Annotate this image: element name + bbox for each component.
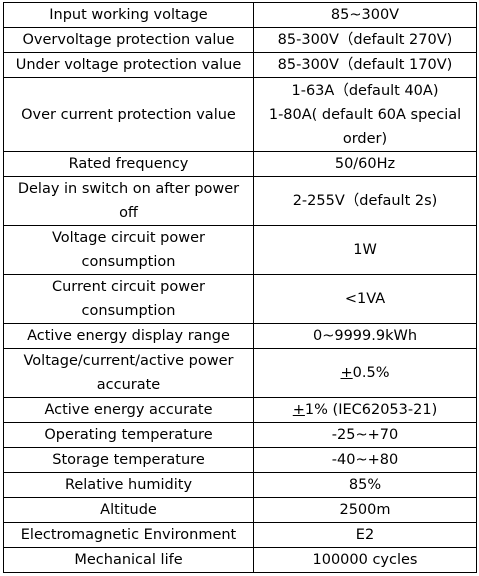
param-text: Active energy display range <box>27 328 230 344</box>
value-cell: 0~9999.9kWh <box>253 323 477 349</box>
table-row: Storage temperature -40~+80 <box>3 447 477 473</box>
value-text: 1W <box>353 242 377 258</box>
table-row: Relative humidity 85% <box>3 472 477 498</box>
value-text: 85-300V（default 170V) <box>277 57 453 73</box>
table-row: Active energy accurate +1% (IEC62053-21) <box>3 397 477 423</box>
table-row: Rated frequency 50/60Hz <box>3 151 477 177</box>
param-text: Relative humidity <box>64 477 193 493</box>
param-text: accurate <box>96 377 161 393</box>
param-text: Voltage circuit power <box>52 230 205 246</box>
value-text: -40~+80 <box>331 452 399 468</box>
param-text: Under voltage protection value <box>15 57 242 73</box>
table-row: Altitude 2500m <box>3 497 477 523</box>
value-text: -25~+70 <box>331 427 399 443</box>
value-text: E2 <box>355 527 375 543</box>
value-cell: 50/60Hz <box>253 151 477 177</box>
value-text: 0~9999.9kWh <box>312 328 418 344</box>
value-cell: 100000 cycles <box>253 547 477 573</box>
value-text: 50/60Hz <box>334 156 396 172</box>
param-cell: Under voltage protection value <box>3 52 254 78</box>
table-row: Delay in switch on after power off 2-255… <box>3 176 477 226</box>
value-text: 85-300V（default 270V) <box>277 32 453 48</box>
param-text: Mechanical life <box>74 552 183 568</box>
param-cell: Delay in switch on after power off <box>3 176 254 226</box>
value-text: 0.5% <box>352 365 390 381</box>
param-text: Over current protection value <box>21 106 236 123</box>
table-row: Mechanical life 100000 cycles <box>3 547 477 573</box>
value-text: 100000 cycles <box>312 552 418 568</box>
value-text: order) <box>342 130 388 147</box>
param-cell: Relative humidity <box>3 472 254 498</box>
table-row: Electromagnetic Environment E2 <box>3 522 477 548</box>
value-cell: -25~+70 <box>253 422 477 448</box>
table-row: Overvoltage protection value 85-300V（def… <box>3 27 477 53</box>
param-text: Delay in switch on after power <box>17 181 240 197</box>
param-cell: Active energy accurate <box>3 397 254 423</box>
table-row: Current circuit power consumption <1VA <box>3 274 477 324</box>
param-text: Overvoltage protection value <box>22 32 235 48</box>
param-cell: Altitude <box>3 497 254 523</box>
param-text: Input working voltage <box>49 7 208 23</box>
param-cell: Overvoltage protection value <box>3 27 254 53</box>
table-row: Under voltage protection value 85-300V（d… <box>3 52 477 78</box>
param-cell: Voltage/current/active power accurate <box>3 348 254 398</box>
value-cell: E2 <box>253 522 477 548</box>
param-cell: Current circuit power consumption <box>3 274 254 324</box>
param-cell: Rated frequency <box>3 151 254 177</box>
param-cell: Input working voltage <box>3 2 254 28</box>
param-text: consumption <box>81 254 176 270</box>
plus-minus-sign: + <box>292 402 305 418</box>
value-cell: 1W <box>253 225 477 275</box>
value-cell: +1% (IEC62053-21) <box>253 397 477 423</box>
table-row: Operating temperature -25~+70 <box>3 422 477 448</box>
value-text: 1% (IEC62053-21) <box>304 402 438 418</box>
table-row: Active energy display range 0~9999.9kWh <box>3 323 477 349</box>
value-cell: 85% <box>253 472 477 498</box>
value-text: 85~300V <box>330 7 400 23</box>
value-cell: <1VA <box>253 274 477 324</box>
value-text: 85% <box>348 477 382 493</box>
table-row: Over current protection value 1-63A（defa… <box>3 77 477 152</box>
value-cell: 85-300V（default 270V) <box>253 27 477 53</box>
param-text: Current circuit power <box>51 279 205 295</box>
param-cell: Voltage circuit power consumption <box>3 225 254 275</box>
param-text: off <box>119 205 138 221</box>
value-text: 2500m <box>339 502 391 518</box>
value-text: 1-63A（default 40A) <box>291 82 439 99</box>
param-text: Rated frequency <box>68 156 189 172</box>
param-text: Storage temperature <box>52 452 205 468</box>
value-cell: -40~+80 <box>253 447 477 473</box>
value-cell: 2-255V（default 2s) <box>253 176 477 226</box>
value-text: 1-80A( default 60A special <box>268 106 462 123</box>
table-row: Input working voltage 85~300V <box>3 2 477 28</box>
value-cell: 2500m <box>253 497 477 523</box>
table-row: Voltage circuit power consumption 1W <box>3 225 477 275</box>
value-cell: 85~300V <box>253 2 477 28</box>
table-row: Voltage/current/active power accurate +0… <box>3 348 477 398</box>
value-cell: +0.5% <box>253 348 477 398</box>
param-text: Voltage/current/active power <box>23 353 234 369</box>
param-text: consumption <box>81 303 176 319</box>
plus-minus-sign: + <box>340 365 353 381</box>
param-text: Operating temperature <box>44 427 213 443</box>
param-cell: Storage temperature <box>3 447 254 473</box>
param-text: Altitude <box>100 502 157 518</box>
param-cell: Active energy display range <box>3 323 254 349</box>
value-text: 2-255V（default 2s) <box>292 193 438 209</box>
param-cell: Operating temperature <box>3 422 254 448</box>
specification-table: Input working voltage 85~300V Overvoltag… <box>3 2 477 573</box>
value-cell: 85-300V（default 170V) <box>253 52 477 78</box>
param-cell: Mechanical life <box>3 547 254 573</box>
param-cell: Electromagnetic Environment <box>3 522 254 548</box>
value-text: <1VA <box>344 291 386 307</box>
param-cell: Over current protection value <box>3 77 254 152</box>
param-text: Active energy accurate <box>44 402 213 418</box>
param-text: Electromagnetic Environment <box>20 527 237 543</box>
value-cell: 1-63A（default 40A) 1-80A( default 60A sp… <box>253 77 477 152</box>
